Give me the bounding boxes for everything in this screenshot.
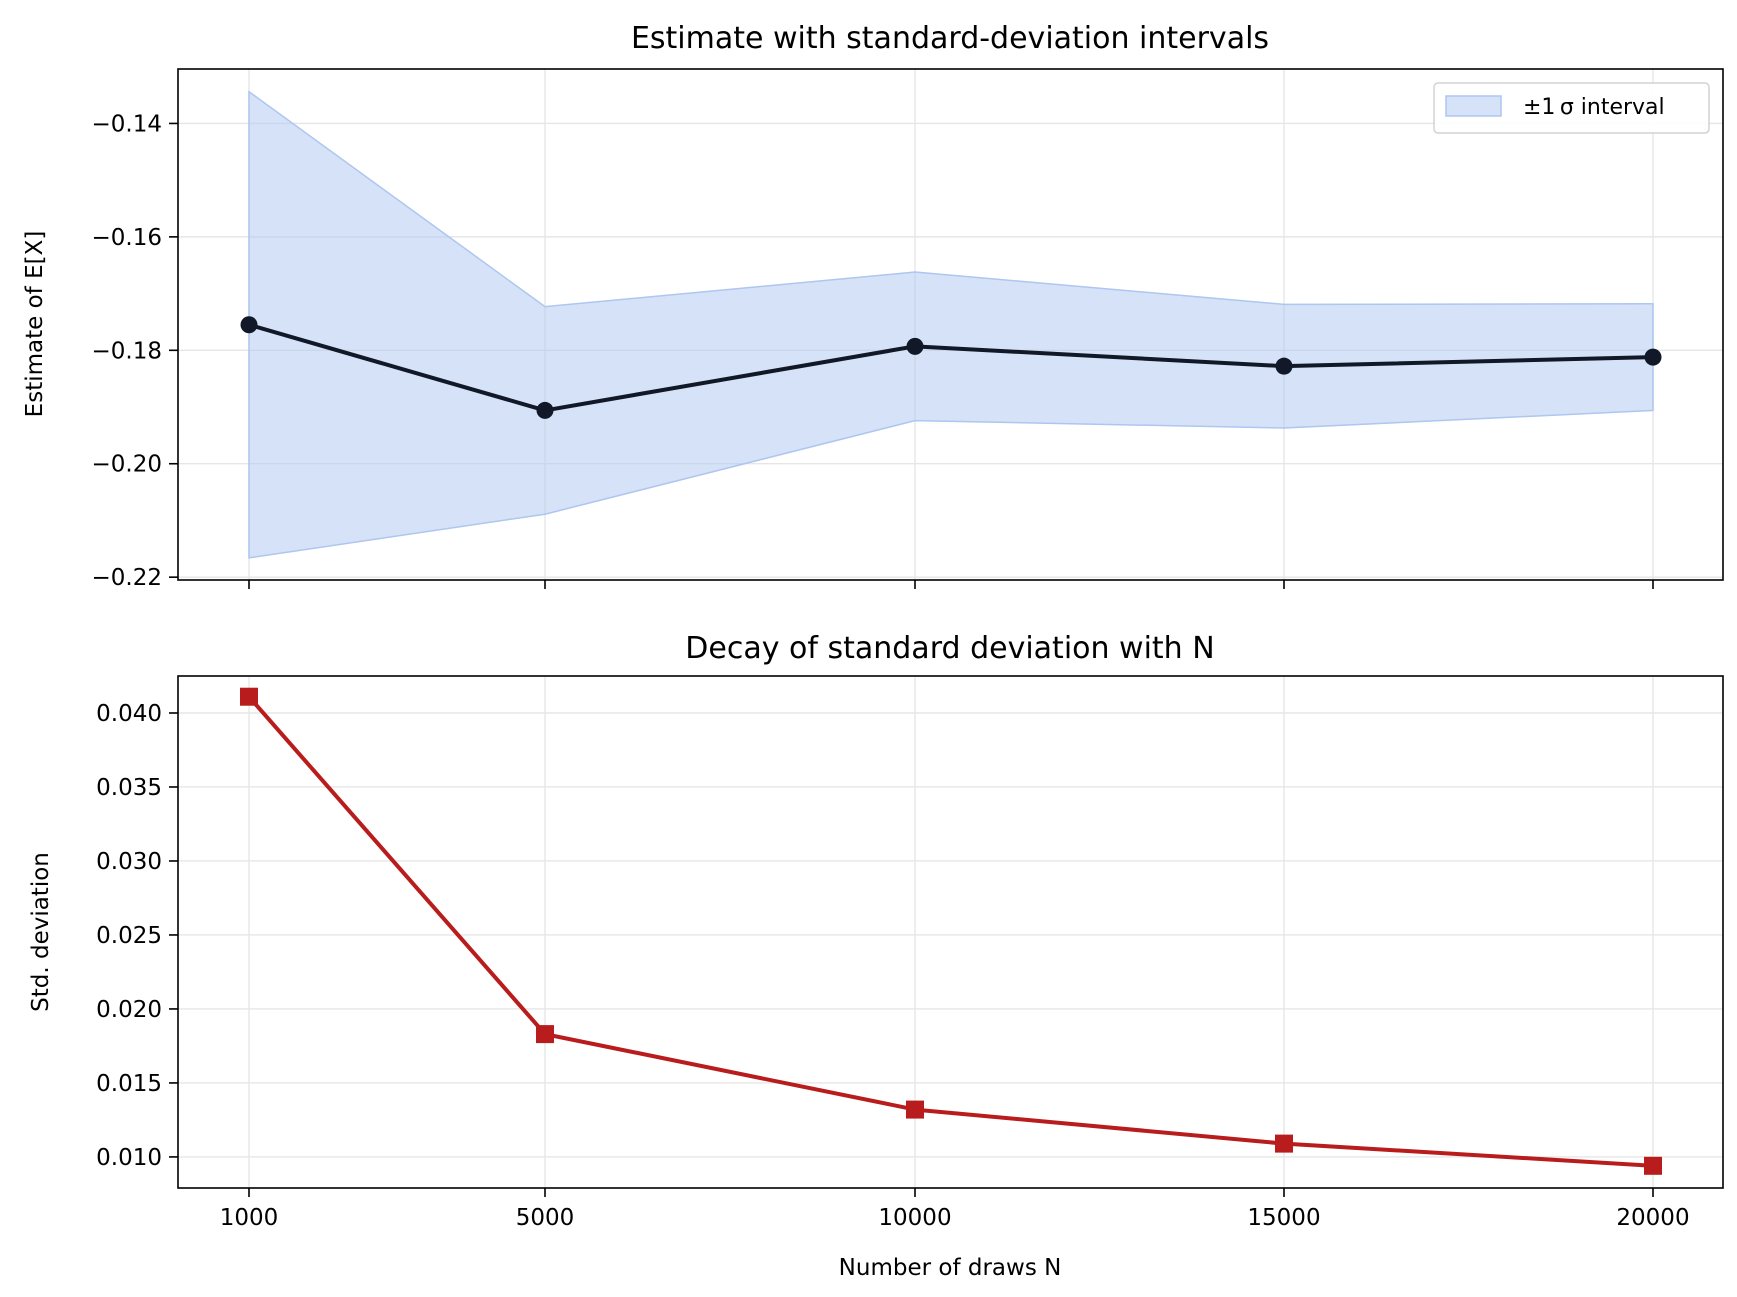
bottom-data-point [1275,1134,1293,1153]
bottom-x-ticks: 1000 5000 10000 15000 20000 [220,1188,1690,1231]
top-chart-panel: Estimate with standard-deviation interva… [22,21,1724,591]
top-plot-frame [177,68,1724,581]
bottom-x-tick-label: 5000 [516,1205,575,1231]
bottom-y-tick-label: 0.010 [96,1145,162,1171]
top-y-tick-label: −0.18 [92,338,162,364]
top-sigma-band [248,90,1654,559]
top-y-tick-label: −0.22 [92,565,162,591]
legend-band-label: ±1 σ interval [1523,95,1665,120]
top-x-ticks [248,580,1654,589]
legend-box [1433,82,1710,134]
bottom-data-point [906,1100,924,1119]
top-data-point [906,337,924,355]
top-data-point [240,316,258,334]
bottom-y-tick-label: 0.030 [96,849,162,875]
top-y-ticks: −0.14 −0.16 −0.18 −0.20 −0.22 [92,111,178,591]
bottom-y-axis-label: Std. deviation [28,852,54,1012]
bottom-data-point [1644,1156,1662,1175]
bottom-y-tick-label: 0.040 [96,701,162,727]
bottom-x-tick-label: 15000 [1247,1205,1320,1231]
bottom-y-tick-label: 0.025 [96,923,162,949]
bottom-y-tick-label: 0.015 [96,1071,162,1097]
top-band-group [248,90,1654,559]
bottom-series-group [240,687,1662,1175]
bottom-plot-frame [177,675,1724,1189]
bottom-y-tick-label: 0.020 [96,997,162,1023]
top-data-point [1644,348,1662,366]
bottom-chart-title: Decay of standard deviation with N [685,631,1214,666]
top-y-axis-label: Estimate of E[X] [22,231,48,418]
legend: ±1 σ interval [1433,82,1710,134]
bottom-y-tick-label: 0.035 [96,775,162,801]
top-chart-title: Estimate with standard-deviation interva… [631,21,1269,56]
bottom-chart-panel: Decay of standard deviation with N 0.010… [28,631,1724,1281]
top-y-tick-label: −0.16 [92,225,162,251]
legend-band-swatch [1445,95,1502,117]
bottom-y-ticks: 0.010 0.015 0.020 0.025 0.030 0.035 0.040 [96,701,178,1171]
top-series-group [240,316,1662,419]
bottom-x-tick-label: 20000 [1616,1205,1689,1231]
top-data-point [536,401,554,419]
bottom-x-tick-label: 1000 [220,1205,279,1231]
bottom-grid-group [178,676,1723,1188]
top-y-tick-label: −0.14 [92,111,162,137]
bottom-x-axis-label: Number of draws N [839,1255,1062,1281]
bottom-data-point [536,1025,554,1044]
top-data-point [1275,357,1293,375]
bottom-data-point [240,687,258,706]
bottom-x-tick-label: 10000 [878,1205,951,1231]
top-y-tick-label: −0.20 [92,452,162,478]
